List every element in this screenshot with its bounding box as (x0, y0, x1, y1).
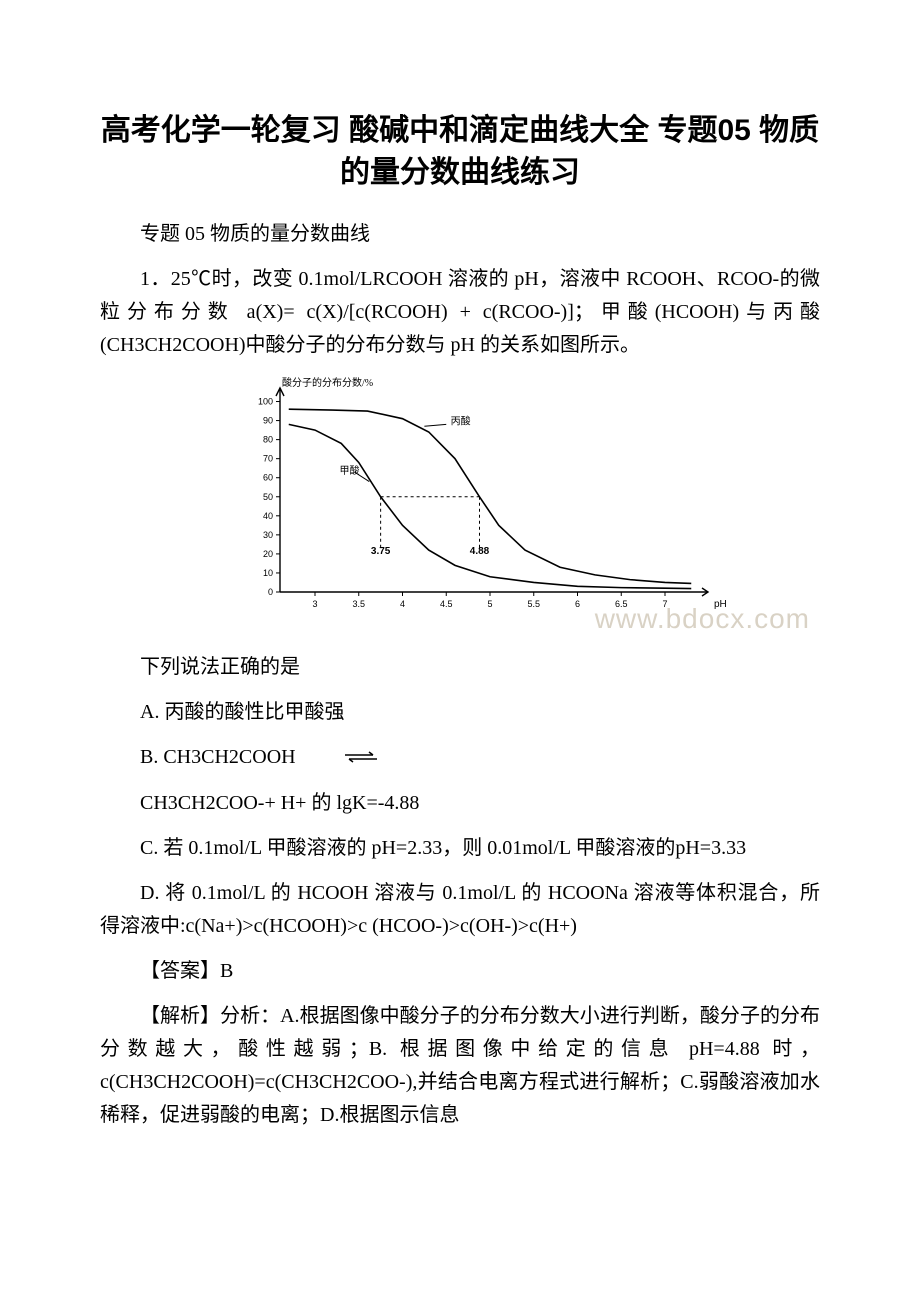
svg-text:60: 60 (263, 473, 273, 483)
svg-text:4.5: 4.5 (440, 599, 453, 609)
opt-b-prefix: B. CH3CH2COOH (140, 746, 296, 768)
q1-option-b-line2: CH3CH2COO-+ H+ 的 lgK=-4.88 (100, 787, 820, 820)
svg-text:30: 30 (263, 530, 273, 540)
svg-text:5: 5 (487, 599, 492, 609)
chart-svg: 0 10 20 30 40 50 60 70 80 90 100 3 3.5 4 4.5 5 5.5 6 6.5 7 酸… (220, 374, 740, 639)
svg-text:80: 80 (263, 435, 273, 445)
q1-option-b-line1: B. CH3CH2COOH (100, 741, 820, 775)
svg-text:0: 0 (268, 587, 273, 597)
svg-text:丙酸: 丙酸 (451, 414, 471, 427)
svg-text:3.5: 3.5 (352, 599, 365, 609)
svg-text:40: 40 (263, 511, 273, 521)
subtitle: 专题 05 物质的量分数曲线 (100, 218, 820, 251)
q1-option-c: C. 若 0.1mol/L 甲酸溶液的 pH=2.33，则 0.01mol/L … (100, 832, 820, 865)
q1-option-d: D. 将 0.1mol/L 的 HCOOH 溶液与 0.1mol/L 的 HCO… (100, 877, 820, 943)
svg-text:酸分子的分布分数/%: 酸分子的分布分数/% (282, 376, 373, 389)
svg-text:20: 20 (263, 549, 273, 559)
svg-text:90: 90 (263, 416, 273, 426)
svg-text:甲酸: 甲酸 (340, 464, 360, 477)
q1-analysis: 【解析】分析：A.根据图像中酸分子的分布分数大小进行判断，酸分子的分布分数越大，… (100, 1000, 820, 1132)
distribution-chart: 0 10 20 30 40 50 60 70 80 90 100 3 3.5 4 4.5 5 5.5 6 6.5 7 酸… (220, 374, 740, 639)
q1-prompt: 下列说法正确的是 (100, 651, 820, 684)
svg-text:7: 7 (662, 599, 667, 609)
svg-text:4.88: 4.88 (470, 546, 490, 557)
page-title: 高考化学一轮复习 酸碱中和滴定曲线大全 专题05 物质的量分数曲线练习 (100, 110, 820, 194)
svg-text:10: 10 (263, 568, 273, 578)
svg-text:50: 50 (263, 492, 273, 502)
svg-text:6.5: 6.5 (615, 599, 628, 609)
q1-option-a: A. 丙酸的酸性比甲酸强 (100, 696, 820, 729)
svg-text:4: 4 (400, 599, 405, 609)
svg-text:3.75: 3.75 (371, 546, 391, 557)
svg-text:70: 70 (263, 454, 273, 464)
svg-text:6: 6 (575, 599, 580, 609)
equilibrium-arrow-icon (303, 742, 379, 775)
svg-text:pH: pH (714, 599, 727, 610)
svg-text:5.5: 5.5 (527, 599, 540, 609)
svg-text:3: 3 (312, 599, 317, 609)
svg-text:100: 100 (258, 397, 273, 407)
q1-answer: 【答案】B (100, 955, 820, 988)
q1-stem: 1．25℃时，改变 0.1mol/LRCOOH 溶液的 pH，溶液中 RCOOH… (100, 263, 820, 362)
